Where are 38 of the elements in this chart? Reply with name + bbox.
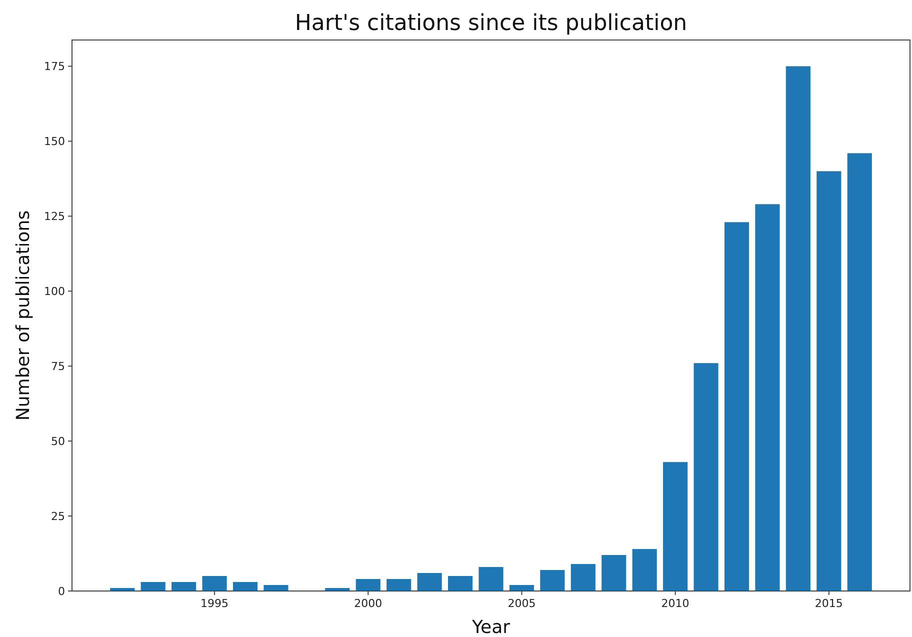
bar [448,576,473,591]
bar [663,462,688,591]
bar [602,555,626,591]
chart-title: Hart's citations since its publication [294,11,688,36]
bar [356,579,380,591]
x-tick-label: 2015 [814,597,843,610]
bar [724,222,750,591]
bar [540,570,565,591]
bar [172,582,196,591]
x-tick-label: 1995 [200,597,229,610]
bar [232,582,258,591]
bar [786,66,810,591]
bar [632,549,657,591]
bar [417,573,442,591]
bar [755,204,780,591]
bar [694,363,718,591]
bar [140,582,166,591]
bar [478,567,504,591]
bar [509,585,534,591]
y-tick-label: 25 [51,510,65,523]
y-tick-label: 150 [44,135,65,148]
x-tick-label: 2010 [661,597,690,610]
bar [264,585,288,591]
y-axis-title: Number of publications [13,210,34,421]
bar [847,153,872,591]
y-tick-label: 0 [58,584,65,598]
y-tick-label: 50 [51,434,65,448]
x-tick-label: 2005 [508,597,536,610]
y-tick-label: 75 [51,360,65,373]
bar [570,564,596,591]
bar [386,579,412,591]
bar [202,576,227,591]
x-tick-label: 2000 [354,597,382,610]
x-axis-title: Year [470,617,511,637]
y-tick-label: 100 [44,284,65,298]
bar [816,171,842,591]
y-tick-label: 125 [44,210,65,224]
y-tick-label: 175 [44,60,65,74]
